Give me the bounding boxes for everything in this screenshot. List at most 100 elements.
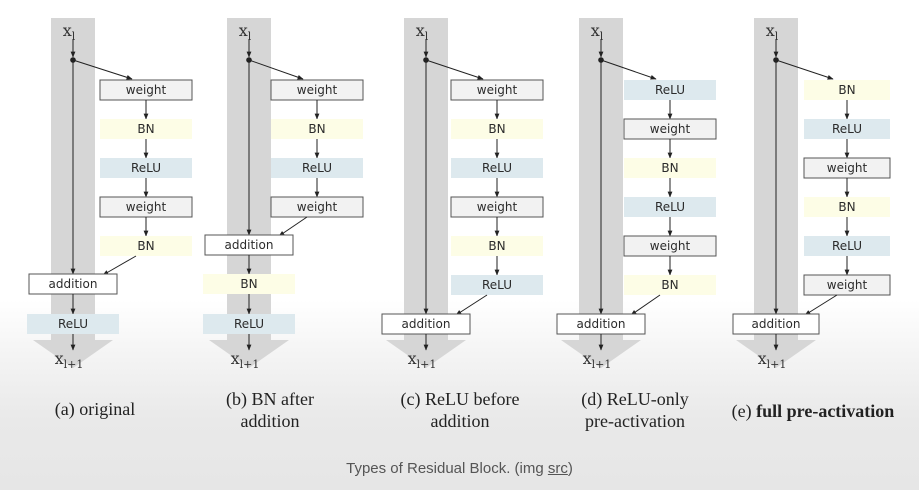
post-relu-box <box>27 314 119 334</box>
output-label-subscript: l+1 <box>767 358 787 371</box>
branch-weight-label: weight <box>126 83 167 97</box>
branch-weight-label: weight <box>297 200 338 214</box>
branch-bn-box <box>804 197 890 217</box>
branch-relu-box <box>624 197 716 217</box>
branch-weight-label: weight <box>650 239 691 253</box>
branch-bn-label: BN <box>137 239 154 253</box>
caption-d-line1: (d) ReLU-only <box>581 389 689 409</box>
footer-close: ) <box>567 460 573 477</box>
branch-bn-box <box>804 80 890 100</box>
branch-bn-box <box>100 119 192 139</box>
post-bn-box <box>203 274 295 294</box>
branch-weight-box <box>803 274 891 296</box>
caption-e: (e) full pre-activation <box>708 400 918 422</box>
shaft-arrowhead <box>33 340 113 368</box>
input-label-subscript: l <box>775 30 779 43</box>
caption-a: (a) original <box>0 398 190 420</box>
shaft-arrowhead <box>209 340 289 368</box>
post-bn-label: BN <box>240 277 257 291</box>
branch-relu-label: ReLU <box>131 161 161 175</box>
output-label: xl+1 <box>231 349 260 371</box>
caption-e-prefix: (e) <box>731 401 757 421</box>
branch-bn-label: BN <box>661 278 678 292</box>
branch-bn-label: BN <box>838 83 855 97</box>
branch-relu-box <box>100 158 192 178</box>
shaft-arrowhead <box>561 340 641 368</box>
addition-label: addition <box>402 317 451 331</box>
branch-relu-label: ReLU <box>832 239 862 253</box>
branch-end-arrow <box>630 294 661 316</box>
branch-bn-box <box>451 236 543 256</box>
input-label-subscript: l <box>600 30 604 43</box>
shaft-arrowhead <box>736 340 816 368</box>
branch-start-arrow <box>72 59 133 80</box>
caption-c-line2: addition <box>430 411 490 431</box>
output-label-subscript: l+1 <box>64 358 84 371</box>
branch-relu-box <box>804 236 890 256</box>
caption-b: (b) BN after addition <box>185 388 355 432</box>
branch-bn-box <box>624 158 716 178</box>
addition-label: addition <box>577 317 626 331</box>
branch-bn-box <box>624 275 716 295</box>
caption-d: (d) ReLU-only pre-activation <box>550 388 720 432</box>
branch-bn-label: BN <box>838 200 855 214</box>
branch-relu-label: ReLU <box>655 83 685 97</box>
branch-relu-box <box>624 80 716 100</box>
addition-label: addition <box>752 317 801 331</box>
branch-relu-box <box>451 158 543 178</box>
branch-relu-box <box>804 119 890 139</box>
caption-c-line1: (c) ReLU before <box>400 389 520 409</box>
branch-relu-box <box>451 275 543 295</box>
branch-relu-label: ReLU <box>832 122 862 136</box>
caption-d-line2: pre-activation <box>585 411 685 431</box>
output-label-subscript: l+1 <box>417 358 437 371</box>
branch-weight-label: weight <box>827 161 868 175</box>
branch-bn-label: BN <box>488 122 505 136</box>
branch-end-arrow <box>278 216 308 237</box>
branch-relu-box <box>271 158 363 178</box>
branch-bn-box <box>271 119 363 139</box>
caption-e-main: full pre-activation <box>756 401 895 421</box>
branch-start-arrow <box>600 59 657 80</box>
branch-bn-label: BN <box>308 122 325 136</box>
branch-bn-label: BN <box>661 161 678 175</box>
branch-bn-label: BN <box>137 122 154 136</box>
input-label-subscript: l <box>248 30 252 43</box>
post-relu-label: ReLU <box>234 317 264 331</box>
branch-weight-label: weight <box>477 200 518 214</box>
footer-text: Types of Residual Block. (img <box>346 460 548 477</box>
addition-label: addition <box>225 238 274 252</box>
caption-a-line: (a) original <box>54 399 136 419</box>
output-label-subscript: l+1 <box>592 358 612 371</box>
branch-start-arrow <box>775 59 834 80</box>
post-relu-label: ReLU <box>58 317 88 331</box>
branch-start-arrow <box>248 59 304 80</box>
branch-weight-label: weight <box>827 278 868 292</box>
addition-label: addition <box>49 277 98 291</box>
branch-relu-label: ReLU <box>482 278 512 292</box>
branch-relu-label: ReLU <box>302 161 332 175</box>
branch-start-arrow <box>425 59 484 80</box>
caption-b-line2: addition <box>240 411 300 431</box>
branch-bn-box <box>451 119 543 139</box>
branch-end-arrow <box>804 294 838 316</box>
branch-bn-box <box>100 236 192 256</box>
output-label-subscript: l+1 <box>240 358 260 371</box>
input-label-subscript: l <box>72 30 76 43</box>
figure-footer: Types of Residual Block. (img src) <box>0 460 919 477</box>
branch-weight-label: weight <box>477 83 518 97</box>
branch-weight-box <box>270 196 364 218</box>
branch-weight-label: weight <box>126 200 167 214</box>
branch-weight-label: weight <box>650 122 691 136</box>
branch-relu-label: ReLU <box>482 161 512 175</box>
residual-blocks-diagram: xlxl+1weightBNReLUweightBNadditionReLUxl… <box>27 18 891 371</box>
caption-c: (c) ReLU before addition <box>370 388 550 432</box>
source-link[interactable]: src <box>547 460 568 477</box>
post-relu-box <box>203 314 295 334</box>
caption-b-line1: (b) BN after <box>226 389 314 409</box>
